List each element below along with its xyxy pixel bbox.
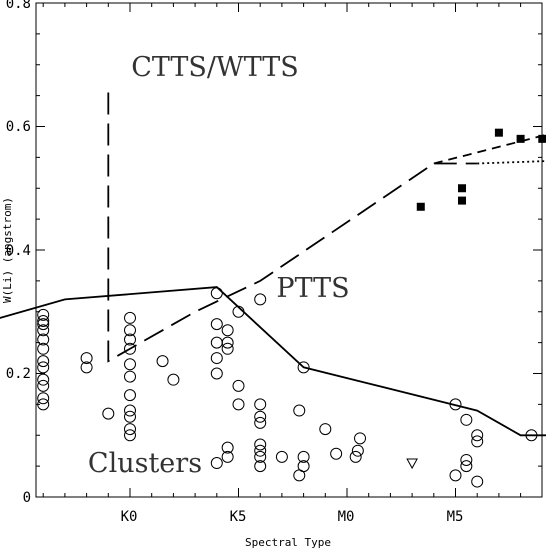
long-dash-curve	[107, 92, 478, 363]
circle-point	[471, 475, 484, 488]
circle-point	[80, 352, 93, 365]
x-tick-label-m5: M5	[447, 509, 464, 525]
circle-point	[210, 336, 223, 349]
circle-point	[37, 373, 50, 386]
square-point	[416, 202, 425, 211]
circle-point	[330, 447, 343, 460]
y-tick-label-0-6: 0.6	[6, 119, 31, 135]
circle-point	[124, 311, 136, 324]
circle-point	[80, 361, 93, 374]
circle-point	[254, 438, 267, 451]
circle-point	[210, 287, 223, 300]
circle-point	[37, 379, 50, 392]
circle-point	[210, 457, 223, 470]
circle-point	[37, 333, 50, 346]
circle-point	[37, 342, 50, 355]
circle-point	[210, 352, 223, 365]
square-point	[516, 134, 525, 143]
circle-point	[124, 423, 136, 436]
triangle-point	[406, 458, 418, 470]
circle-point	[449, 398, 462, 411]
circle-point	[37, 392, 50, 405]
circle-point	[124, 333, 136, 346]
data-points	[37, 128, 546, 488]
circle-point	[460, 413, 473, 426]
circle-point	[37, 315, 50, 328]
circle-point	[254, 444, 267, 457]
circle-point	[449, 469, 462, 482]
circle-point	[275, 450, 288, 463]
circle-point	[124, 358, 136, 371]
circle-point	[221, 336, 234, 349]
circle-point	[124, 324, 136, 337]
circle-point	[254, 410, 267, 423]
circle-point	[37, 398, 50, 411]
circle-point	[156, 355, 169, 368]
square-point	[458, 184, 467, 193]
circle-point	[37, 308, 50, 321]
circle-point	[37, 355, 50, 368]
curves	[0, 92, 546, 437]
circle-point	[37, 324, 50, 337]
label-ctts-wtts: CTTS/WTTS	[131, 52, 299, 83]
solid-curve	[0, 286, 546, 437]
circle-point	[124, 404, 136, 417]
circle-point	[293, 469, 306, 482]
circle-point	[221, 450, 234, 463]
circle-point	[37, 318, 50, 331]
circle-point	[124, 389, 136, 402]
circle-point	[471, 435, 484, 448]
circle-point	[124, 342, 136, 355]
circle-point	[254, 460, 267, 473]
circle-point	[460, 460, 473, 473]
x-tick-label-k5: K5	[230, 509, 247, 525]
circle-point	[354, 432, 367, 445]
y-tick-label-0-8: 0.8	[6, 0, 31, 12]
circle-point	[254, 450, 267, 463]
dotted-curve	[477, 160, 546, 165]
circle-point	[221, 324, 234, 337]
circle-point	[232, 379, 245, 392]
circle-point	[297, 450, 310, 463]
circle-point	[232, 398, 245, 411]
circle-point	[124, 429, 136, 442]
circle-point	[460, 453, 473, 466]
circle-point	[254, 398, 267, 411]
axis-ticks	[36, 2, 542, 498]
circle-point	[319, 423, 332, 436]
label-ptts: PTTS	[276, 273, 349, 304]
circle-point	[124, 410, 136, 423]
square-point	[494, 128, 503, 137]
y-tick-label-0: 0	[23, 490, 31, 506]
label-clusters: Clusters	[88, 448, 202, 479]
circle-point	[351, 444, 364, 457]
circle-point	[254, 416, 267, 429]
circle-point	[167, 373, 180, 386]
square-point	[458, 196, 467, 205]
circle-point	[210, 318, 223, 331]
x-tick-label-m0: M0	[338, 509, 355, 525]
circle-point	[102, 407, 115, 420]
circle-point	[525, 429, 538, 442]
y-tick-label-0-4: 0.4	[6, 243, 31, 259]
circle-point	[124, 370, 136, 383]
circle-point	[37, 361, 50, 374]
circle-point	[349, 450, 362, 463]
circle-point	[254, 293, 267, 306]
short-dash-curve	[433, 133, 546, 165]
y-tick-label-0-2: 0.2	[6, 366, 31, 382]
circle-point	[232, 305, 245, 318]
circle-point	[297, 361, 310, 374]
circle-point	[471, 429, 484, 442]
y-axis-title: W(Li) (angstrom)	[1, 197, 14, 303]
x-axis-title: Spectral Type	[245, 536, 331, 549]
x-tick-label-k0: K0	[121, 509, 138, 525]
square-point	[538, 134, 546, 143]
circle-point	[293, 404, 306, 417]
circle-point	[210, 367, 223, 380]
circle-point	[221, 342, 234, 355]
circle-point	[221, 441, 234, 454]
